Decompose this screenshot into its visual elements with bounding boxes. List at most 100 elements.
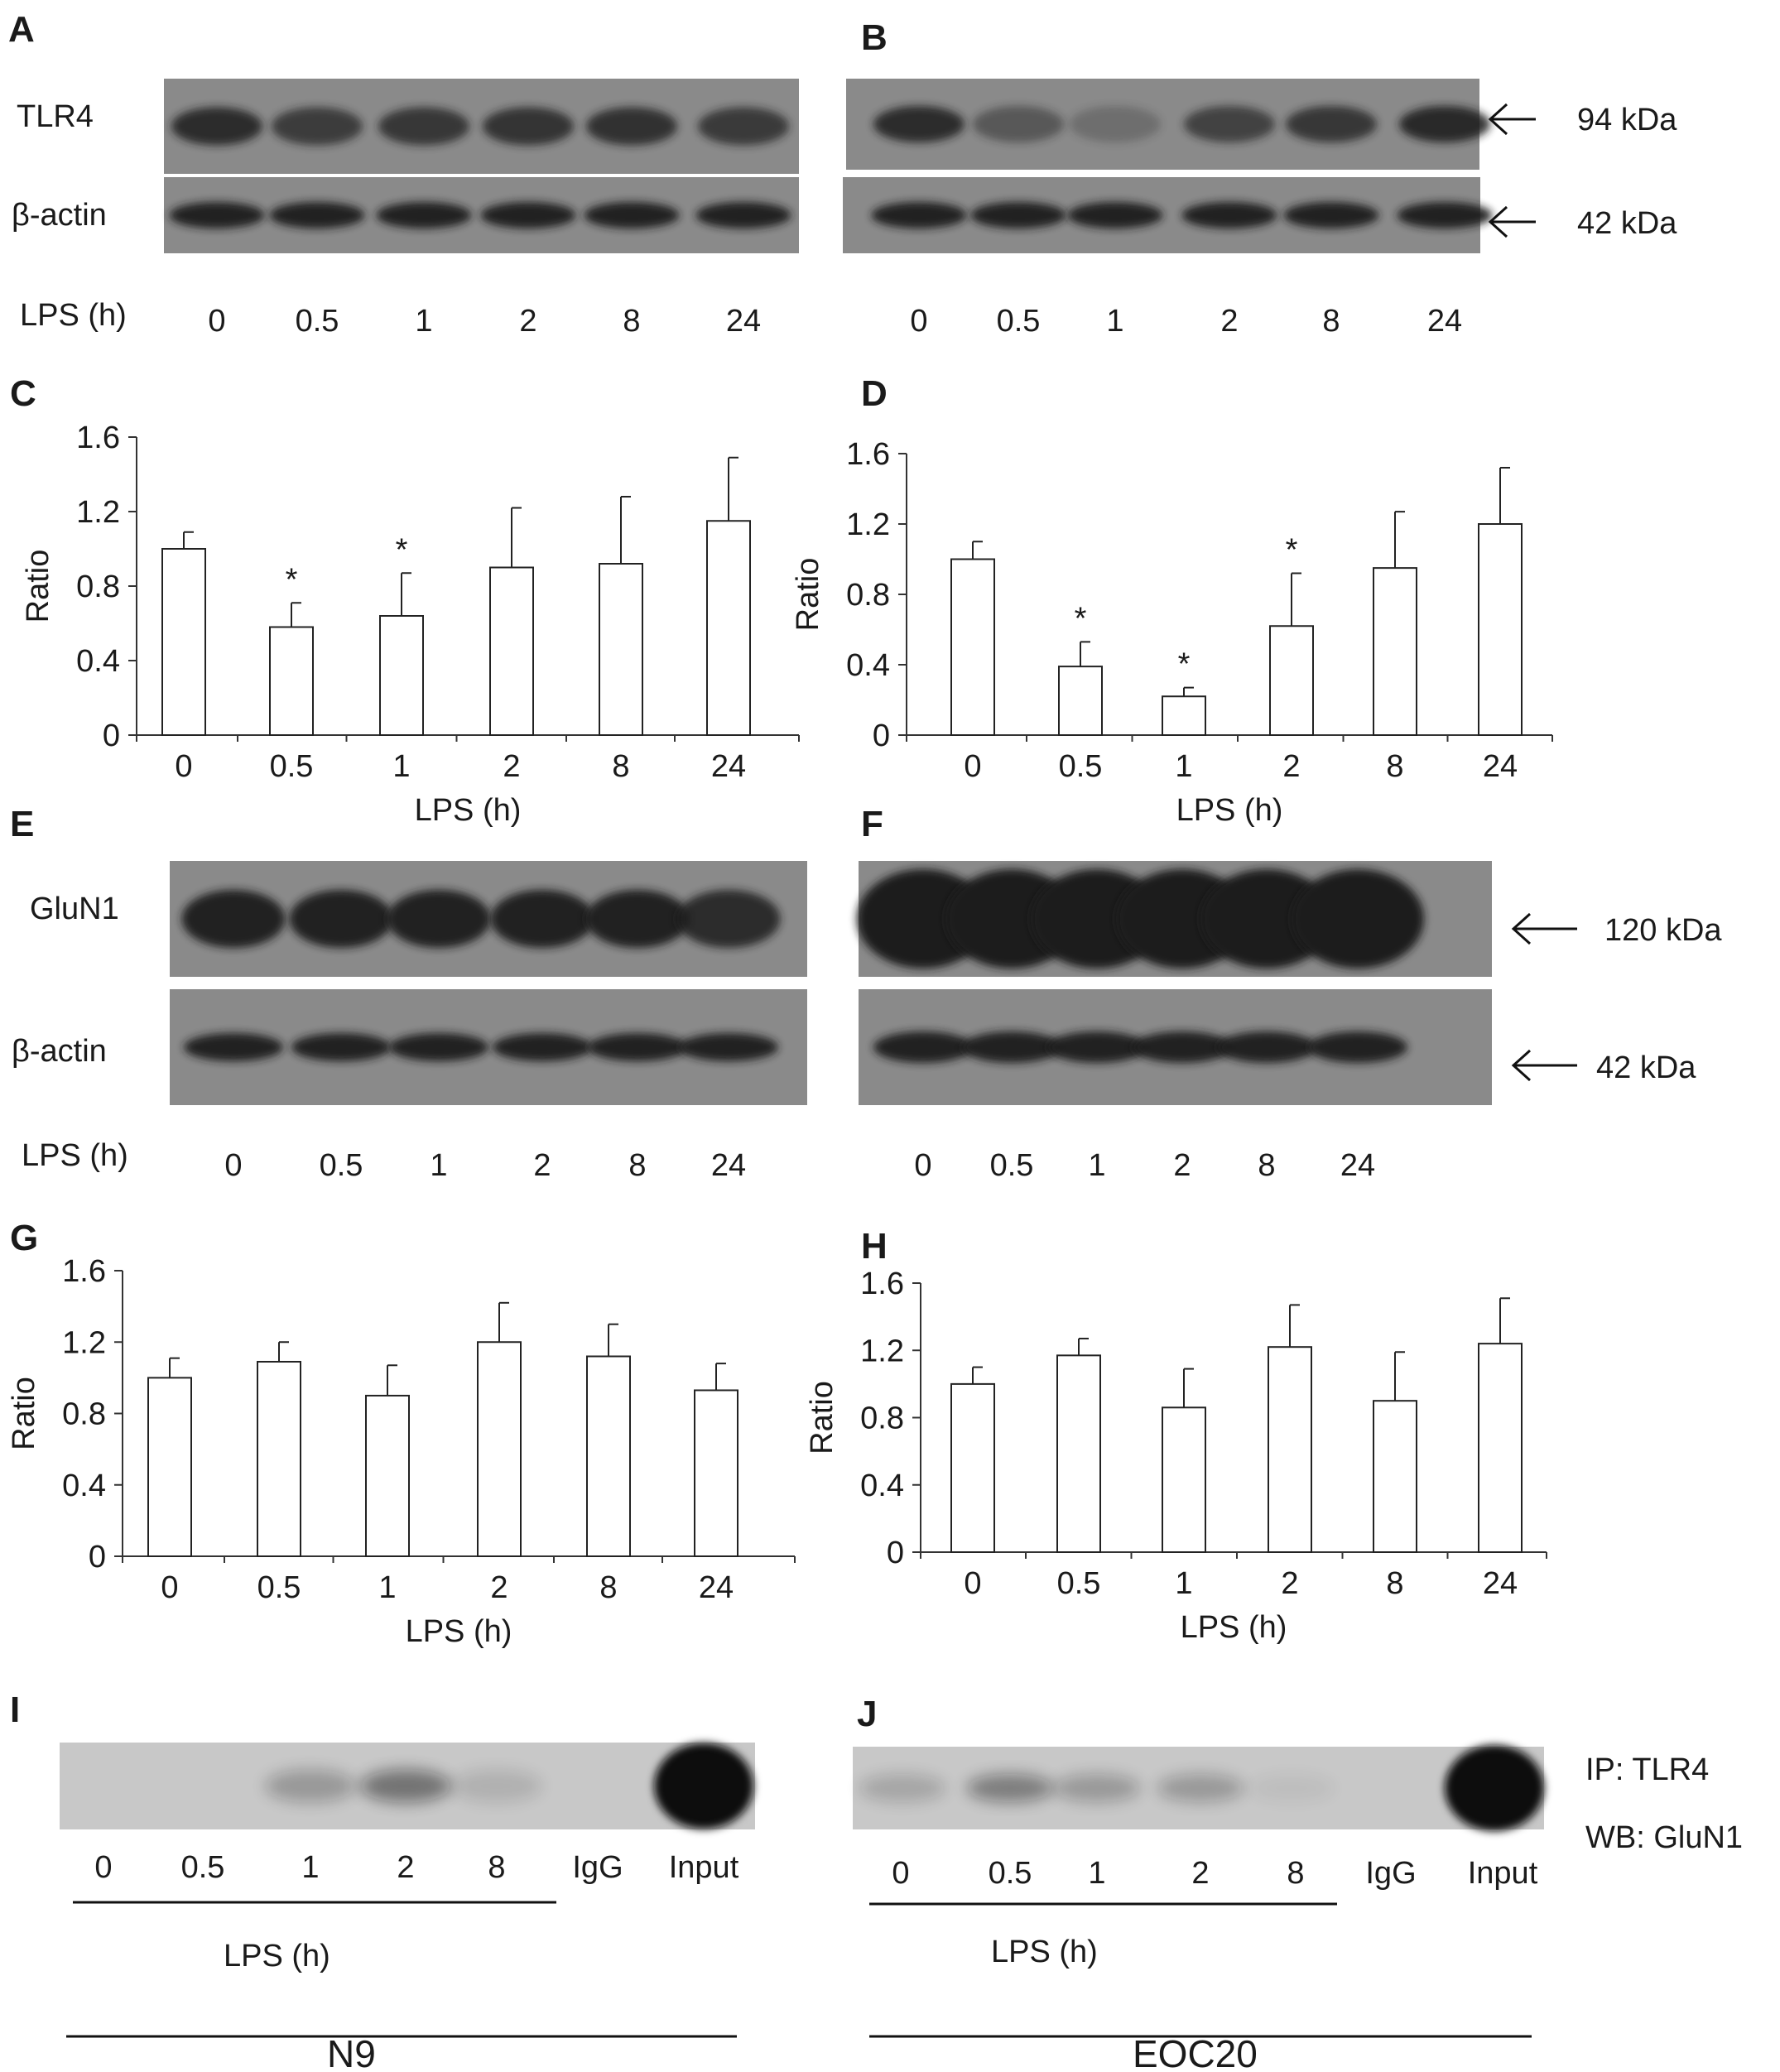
blot-f-glun1-band-5 [1292, 869, 1424, 969]
blot-a-actin-band-0 [169, 202, 265, 228]
x-tick-label-h-1: 0.5 [1057, 1566, 1101, 1601]
bar-chart-h: 0 0.4 0.8 1.2 1.6 0 0.5 1 2 8 24 LPS (h) Ratio [805, 1267, 1547, 1645]
coip-blot-i-band-4 [451, 1769, 542, 1803]
x-tick-label-c-0: 0 [175, 749, 192, 784]
blot-e-actin-band-2 [389, 1033, 488, 1061]
coip-j-lane-2: 1 [1088, 1856, 1105, 1891]
blot-b-actin-band-0 [871, 202, 967, 228]
blot-a-lane-1: 0.5 [296, 304, 339, 339]
lane-labels-e: 0 0.5 1 2 8 24 [224, 1148, 746, 1183]
panel-label-g: G [10, 1218, 38, 1258]
bar-g-3 [477, 1341, 522, 1557]
blot-label-bactin-top: β-actin [12, 198, 107, 233]
blot-b-actin [843, 177, 1493, 253]
lane-labels-a: 0 0.5 1 2 8 24 [208, 304, 761, 339]
bar-c-2 [379, 615, 424, 736]
x-tick-label-g-5: 24 [699, 1570, 734, 1605]
blot-e-lane-5: 24 [711, 1148, 746, 1183]
significance-star-d-2: * [1178, 647, 1191, 682]
bar-d-4 [1373, 567, 1417, 736]
bar-c-5 [706, 520, 751, 736]
panel-label-h: H [861, 1226, 888, 1267]
coip-i-lane-5: IgG [572, 1850, 623, 1885]
coip-blot-j-band-3 [1157, 1774, 1244, 1802]
y-tick-label-g-2: 0.8 [62, 1397, 106, 1432]
x-tick-label-d-4: 8 [1386, 749, 1403, 784]
y-tick-label-d-4: 1.6 [846, 437, 890, 472]
panel-label-a: A [8, 9, 35, 50]
bar-h-1 [1056, 1354, 1101, 1553]
x-tick-label-c-1: 0.5 [270, 749, 314, 784]
blot-b-actin-band-3 [1181, 202, 1277, 228]
y-tick-label-g-0: 0 [89, 1540, 106, 1574]
blot-b-actin-band-1 [970, 202, 1066, 228]
coip-i-lane-6: Input [669, 1850, 739, 1885]
ip-lane-labels-j: 0 0.5 1 2 8 IgG Input [892, 1856, 1537, 1891]
coip-blot-images [60, 1743, 1544, 1831]
bar-d-2 [1162, 695, 1206, 736]
y-tick-label-d-1: 0.4 [846, 648, 890, 683]
panel-label-b: B [861, 17, 888, 58]
blot-e-lane-2: 1 [430, 1148, 447, 1183]
x-tick-label-g-1: 0.5 [257, 1570, 301, 1605]
blot-a-tlr4-band-4 [586, 107, 677, 146]
x-tick-label-h-0: 0 [964, 1566, 981, 1601]
bar-g-4 [586, 1355, 631, 1557]
bar-d-0 [950, 558, 995, 736]
y-tick-label-h-4: 1.6 [860, 1267, 904, 1301]
significance-star-c-1: * [286, 562, 298, 597]
blot-b-lane-5: 24 [1427, 304, 1462, 339]
coip-blot-j-band-0 [859, 1774, 946, 1802]
bar-g-1 [257, 1360, 301, 1557]
blot-e-lane-1: 0.5 [320, 1148, 363, 1183]
panel-label-i: I [10, 1690, 20, 1730]
x-tick-label-c-5: 24 [711, 749, 746, 784]
blot-b-tlr4 [846, 79, 1490, 170]
marker-94kda: 94 kDa [1577, 103, 1677, 137]
marker-arrow-42-bottom [1511, 1049, 1577, 1082]
coip-i-lane-4: 8 [488, 1850, 505, 1885]
blot-a-actin-band-5 [695, 202, 791, 228]
y-tick-label-h-0: 0 [887, 1536, 904, 1570]
blot-label-glun1: GluN1 [30, 892, 119, 926]
blot-f-actin-band-2 [1047, 1031, 1147, 1063]
x-tick-label-c-2: 1 [392, 749, 410, 784]
coip-blot-j-band-1 [966, 1774, 1054, 1802]
blot-e-actin-band-0 [184, 1033, 283, 1061]
y-axis-title-g: Ratio [7, 1377, 41, 1450]
bar-g-2 [365, 1394, 410, 1557]
coip-j-lane-6: Input [1468, 1856, 1538, 1891]
blot-b-tlr4-band-4 [1286, 106, 1377, 142]
x-tick-label-c-3: 2 [503, 749, 520, 784]
marker-120kda: 120 kDa [1604, 913, 1722, 948]
coip-blot-j-band-4 [1248, 1774, 1335, 1802]
y-tick-label-d-3: 1.2 [846, 507, 890, 542]
cell-line-n9: N9 [327, 2032, 376, 2072]
blot-e-glun1 [170, 861, 807, 977]
blot-a-tlr4-band-1 [272, 107, 363, 146]
blot-a-actin-band-4 [584, 202, 680, 228]
blot-f-actin-band-3 [1133, 1031, 1232, 1063]
blot-a-tlr4-background [164, 79, 799, 174]
lps-label-ab: LPS (h) [20, 298, 127, 333]
blot-a-tlr4 [164, 79, 799, 174]
x-axis-title-d: LPS (h) [1176, 793, 1283, 828]
bar-chart-g: 0 0.4 0.8 1.2 1.6 0 0.5 1 2 8 24 LPS (h) Ratio [7, 1254, 796, 1649]
x-tick-label-d-3: 2 [1282, 749, 1300, 784]
y-axis-title-h: Ratio [805, 1381, 839, 1454]
x-tick-label-h-5: 24 [1483, 1566, 1518, 1601]
bar-c-0 [161, 548, 206, 736]
coip-i-lane-3: 2 [397, 1850, 414, 1885]
x-tick-label-d-0: 0 [964, 749, 981, 784]
x-tick-label-g-3: 2 [490, 1570, 508, 1605]
x-axis-title-c: LPS (h) [415, 793, 522, 828]
y-tick-label-g-4: 1.6 [62, 1254, 106, 1289]
y-tick-label-d-0: 0 [873, 719, 890, 753]
blot-b-tlr4-band-5 [1399, 106, 1490, 142]
marker-42kda-bottom: 42 kDa [1596, 1050, 1696, 1085]
y-tick-label-g-3: 1.2 [62, 1325, 106, 1360]
x-tick-label-d-5: 24 [1483, 749, 1518, 784]
blot-f-lane-5: 24 [1340, 1148, 1375, 1183]
blot-b-actin-band-5 [1397, 202, 1493, 228]
